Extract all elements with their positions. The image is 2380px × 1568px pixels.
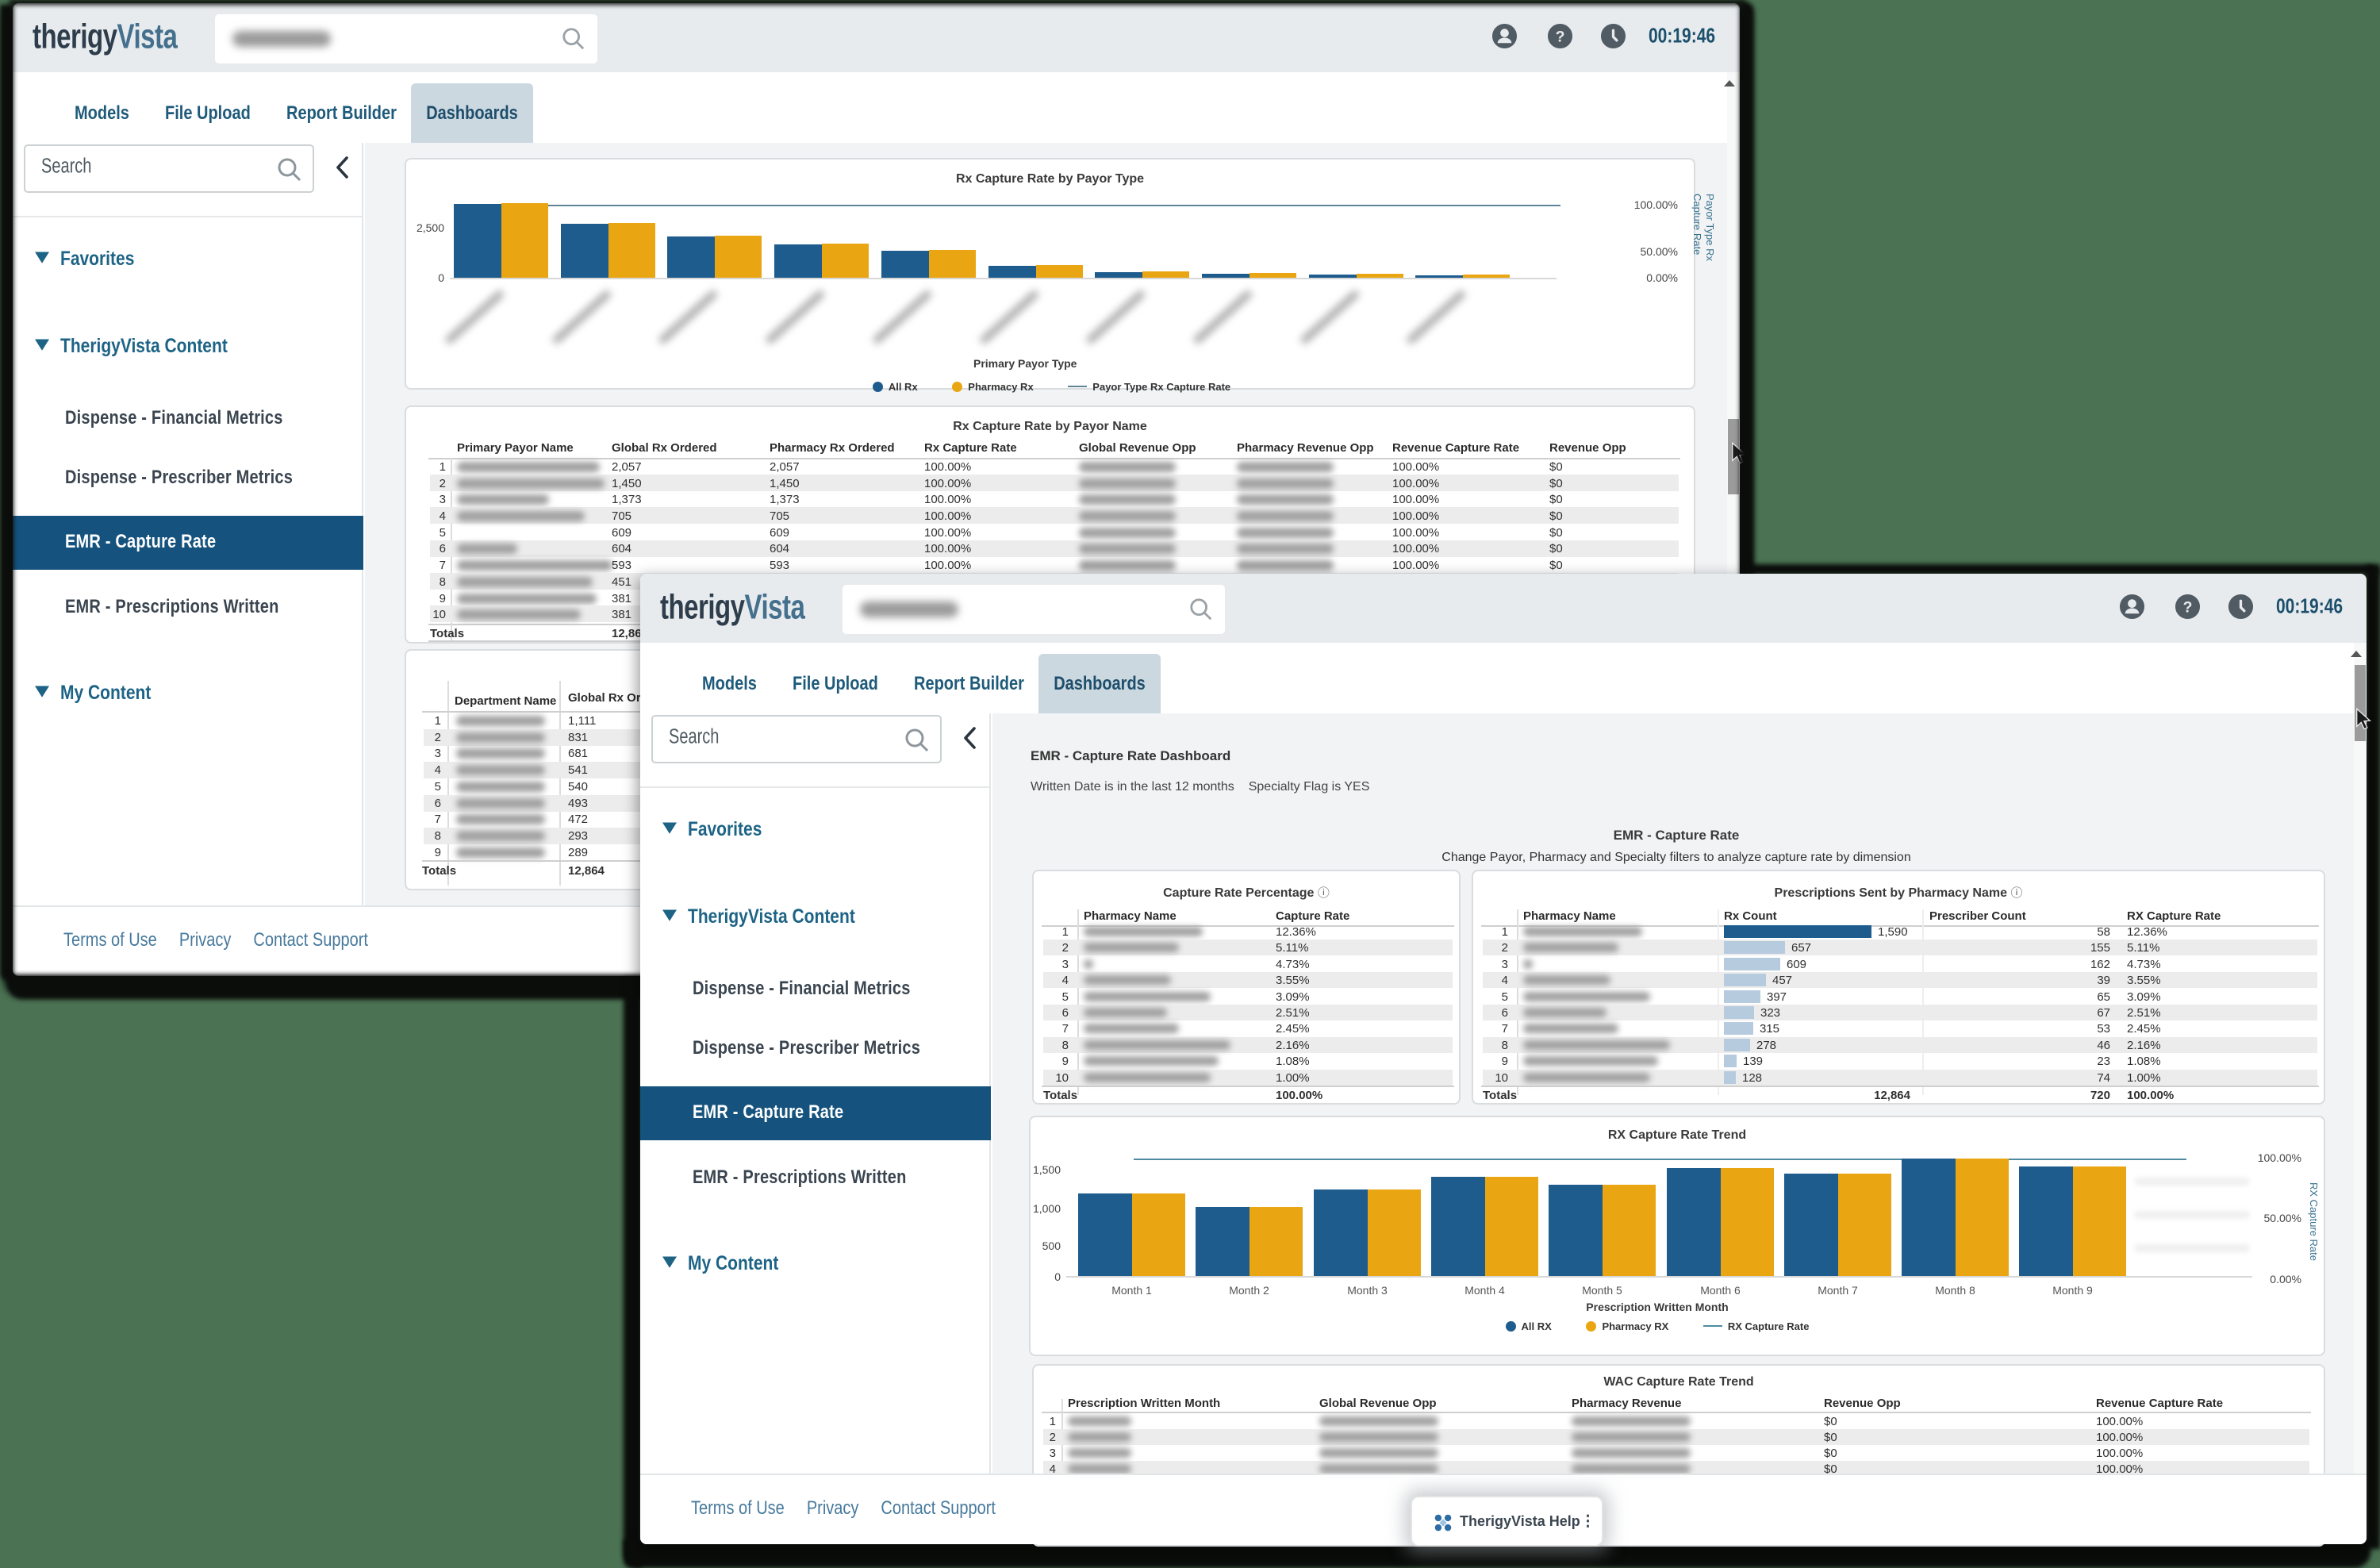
- svg-text:?: ?: [2183, 598, 2193, 616]
- svg-text:?: ?: [1556, 28, 1565, 45]
